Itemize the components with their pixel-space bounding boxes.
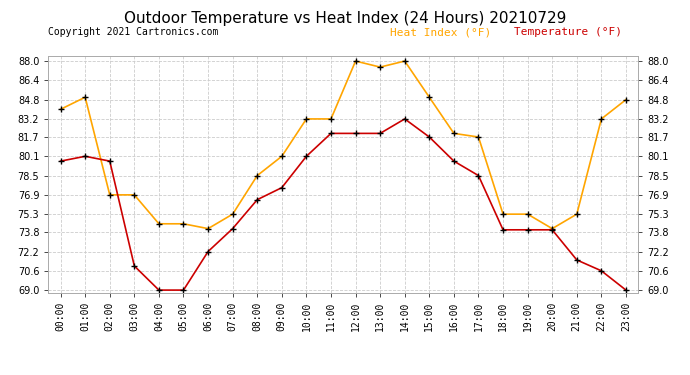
Text: Heat Index (°F): Heat Index (°F)	[391, 27, 492, 38]
Text: Copyright 2021 Cartronics.com: Copyright 2021 Cartronics.com	[48, 27, 219, 38]
Text: Temperature (°F): Temperature (°F)	[514, 27, 622, 38]
Text: Outdoor Temperature vs Heat Index (24 Hours) 20210729: Outdoor Temperature vs Heat Index (24 Ho…	[124, 11, 566, 26]
